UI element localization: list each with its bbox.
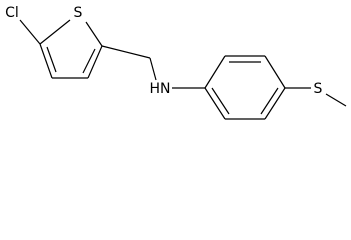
bond bbox=[149, 57, 157, 81]
bond bbox=[87, 45, 103, 79]
bonds bbox=[19, 19, 347, 120]
bond bbox=[264, 87, 286, 120]
atom-label: Cl bbox=[5, 5, 19, 21]
bond bbox=[85, 21, 103, 47]
bond bbox=[101, 45, 151, 59]
molecule: Cl S HN S bbox=[5, 5, 347, 120]
bond bbox=[46, 46, 57, 73]
bond bbox=[211, 87, 230, 115]
bond bbox=[260, 87, 279, 115]
bond bbox=[19, 19, 41, 45]
atom-label: HN bbox=[150, 81, 171, 97]
bond bbox=[204, 55, 226, 89]
atom-label: S bbox=[74, 5, 83, 21]
bond bbox=[204, 87, 226, 120]
atom-label: S bbox=[314, 81, 323, 97]
bond bbox=[325, 93, 347, 107]
bond bbox=[39, 43, 53, 79]
bond bbox=[264, 55, 286, 89]
bond bbox=[82, 48, 96, 74]
bond bbox=[39, 19, 71, 45]
